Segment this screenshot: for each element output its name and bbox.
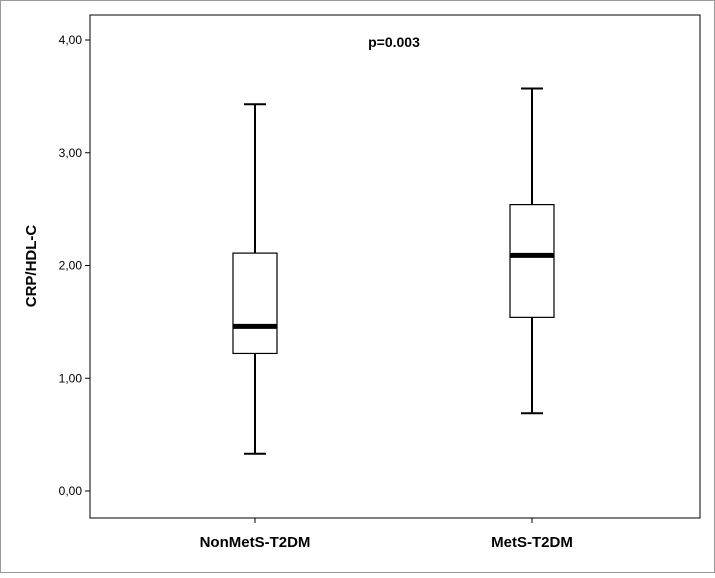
p-value-annotation: p=0.003 (368, 34, 420, 50)
box-2 (509, 87, 555, 415)
x-category-label: MetS-T2DM (491, 534, 573, 551)
iqr-box (232, 252, 278, 355)
x-category-label: NonMetS-T2DM (200, 534, 311, 551)
y-tick-label: 0,00 (59, 484, 83, 498)
plot-area-frame (89, 14, 701, 519)
iqr-box (509, 204, 555, 318)
box-1 (232, 103, 278, 455)
y-tick-label: 2,00 (59, 259, 83, 273)
box-series (232, 87, 555, 455)
y-axis: 0,00 1,00 2,00 3,00 4,00 (59, 33, 90, 498)
y-tick-label: 3,00 (59, 146, 83, 160)
x-axis: NonMetS-T2DM MetS-T2DM (200, 518, 573, 551)
y-tick-label: 1,00 (59, 371, 83, 385)
y-tick-label: 4,00 (59, 33, 83, 47)
y-axis-label: CRP/HDL-C (23, 225, 40, 308)
